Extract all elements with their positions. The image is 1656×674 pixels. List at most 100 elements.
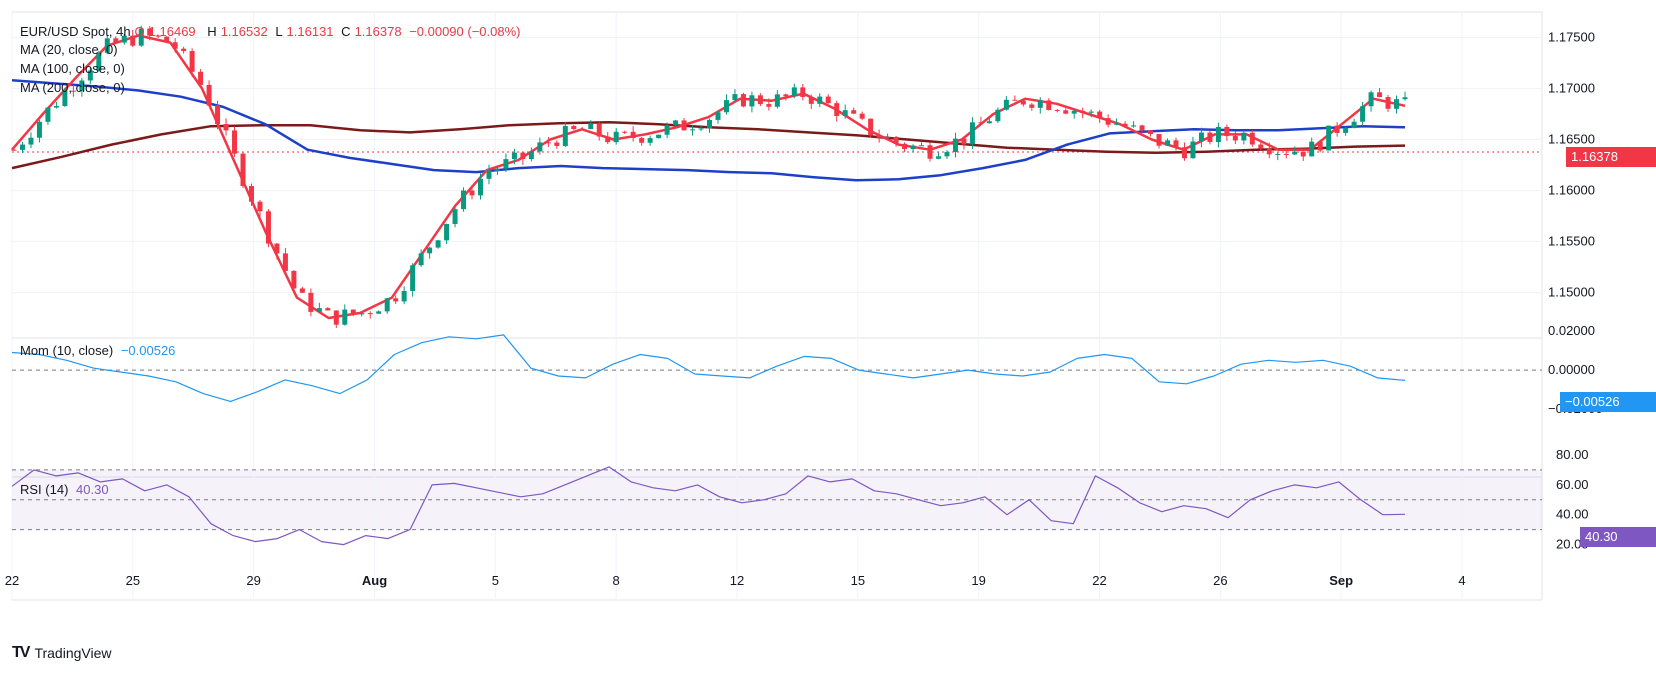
brand-label: TradingView xyxy=(34,645,112,661)
momentum-label: Mom (10, close) xyxy=(20,343,114,358)
candle-body xyxy=(1037,100,1043,108)
candle-body xyxy=(893,136,899,144)
candle-body xyxy=(732,94,738,101)
candle-body xyxy=(910,145,916,149)
candle-body xyxy=(410,265,416,291)
candle-body xyxy=(986,121,992,124)
low-value: 1.16131 xyxy=(286,24,334,39)
candle-body xyxy=(486,170,492,179)
rsi-path xyxy=(11,466,1406,546)
candle-body xyxy=(138,28,144,46)
main-legend: EUR/USD Spot, 4h O 1.16469 H 1.16532 L 1.161… xyxy=(20,24,525,39)
candle-body xyxy=(656,134,662,139)
candle-body xyxy=(545,142,551,144)
candle-body xyxy=(1198,132,1204,142)
candle-body xyxy=(630,131,636,139)
time-tick-label: 22 xyxy=(5,573,19,588)
candle-body xyxy=(707,119,712,129)
momentum-line xyxy=(11,334,1406,402)
candle-body xyxy=(333,310,339,325)
candle-body xyxy=(503,159,509,169)
candle-body xyxy=(647,138,653,143)
candle-body xyxy=(1207,132,1213,142)
high-label: H xyxy=(207,24,217,39)
candle-body xyxy=(1122,123,1128,127)
time-tick-label: 22 xyxy=(1092,573,1106,588)
candle-body xyxy=(876,135,882,138)
rsi-tick-label: 80.00 xyxy=(1556,447,1589,462)
candle-body xyxy=(232,130,238,154)
ma100-legend[interactable]: MA (100, close, 0) xyxy=(20,61,125,76)
close-label: C xyxy=(341,24,351,39)
time-tick-label: 8 xyxy=(613,573,620,588)
candle-body xyxy=(62,90,68,107)
candle-body xyxy=(808,96,814,104)
candle-body xyxy=(401,290,407,302)
symbol-label: EUR/USD Spot, 4h xyxy=(20,24,131,39)
candle-body xyxy=(800,87,806,97)
momentum-path xyxy=(11,334,1406,402)
candle-body xyxy=(1114,123,1120,125)
candle-body xyxy=(842,110,848,116)
candle-body xyxy=(588,123,594,130)
candle-body xyxy=(1046,100,1052,110)
candle-body xyxy=(791,87,797,97)
candle-body xyxy=(1334,125,1340,133)
candle-body xyxy=(257,201,263,212)
rsi-value: 40.30 xyxy=(76,482,109,497)
candle-body xyxy=(995,109,1001,122)
ma20-legend[interactable]: MA (20, close, 0) xyxy=(20,42,118,57)
candle-body xyxy=(45,107,51,122)
candle-body xyxy=(1173,140,1179,148)
candle-body xyxy=(418,253,424,266)
candle-body xyxy=(740,94,746,107)
candle-body xyxy=(350,309,356,315)
grid xyxy=(11,12,1542,600)
time-tick-label: Aug xyxy=(362,573,387,588)
ma20-path xyxy=(11,34,1406,320)
candle-body xyxy=(1224,126,1230,136)
candle-body xyxy=(1097,111,1103,119)
candle-body xyxy=(1088,111,1094,113)
momentum-legend[interactable]: Mom (10, close) −0.00526 xyxy=(20,343,179,358)
candle-body xyxy=(1326,125,1332,151)
candle-body xyxy=(1080,110,1086,113)
candle-body xyxy=(1181,147,1187,159)
candle-body xyxy=(1232,135,1238,141)
candle-body xyxy=(121,35,127,43)
momentum-tick-label: 0.02000 xyxy=(1548,323,1595,338)
candle-body xyxy=(1292,151,1298,155)
candle-body xyxy=(155,35,161,37)
candle-body xyxy=(181,48,187,52)
candle-body xyxy=(147,28,153,36)
candle-body xyxy=(952,138,958,153)
time-tick-label: 4 xyxy=(1458,573,1465,588)
candle-body xyxy=(79,80,85,91)
candle-body xyxy=(1351,121,1357,129)
time-tick-label: 25 xyxy=(126,573,140,588)
low-label: L xyxy=(275,24,283,39)
candle-body xyxy=(774,94,780,107)
candle-body xyxy=(469,190,475,196)
tradingview-logo[interactable]: TV TradingView xyxy=(12,644,112,662)
open-value: 1.16469 xyxy=(148,24,196,39)
candle-body xyxy=(444,223,450,241)
momentum-value: −0.00526 xyxy=(120,343,176,358)
candle-body xyxy=(969,122,975,145)
candle-body xyxy=(579,129,585,131)
ma200-legend[interactable]: MA (200, close, 0) xyxy=(20,80,125,95)
rsi-legend[interactable]: RSI (14) 40.30 xyxy=(20,482,113,497)
candle-body xyxy=(868,118,874,136)
candle-body xyxy=(978,122,984,124)
candle-body xyxy=(715,112,721,120)
candle-body xyxy=(673,120,679,126)
candle-body xyxy=(562,126,568,146)
high-value: 1.16532 xyxy=(220,24,268,39)
candle-body xyxy=(834,103,840,116)
candle-body xyxy=(1317,141,1323,151)
rsi-tag: 40.30 xyxy=(1580,527,1656,547)
candle-body xyxy=(1343,128,1349,133)
candle-body xyxy=(885,136,891,138)
candles xyxy=(11,25,1408,328)
